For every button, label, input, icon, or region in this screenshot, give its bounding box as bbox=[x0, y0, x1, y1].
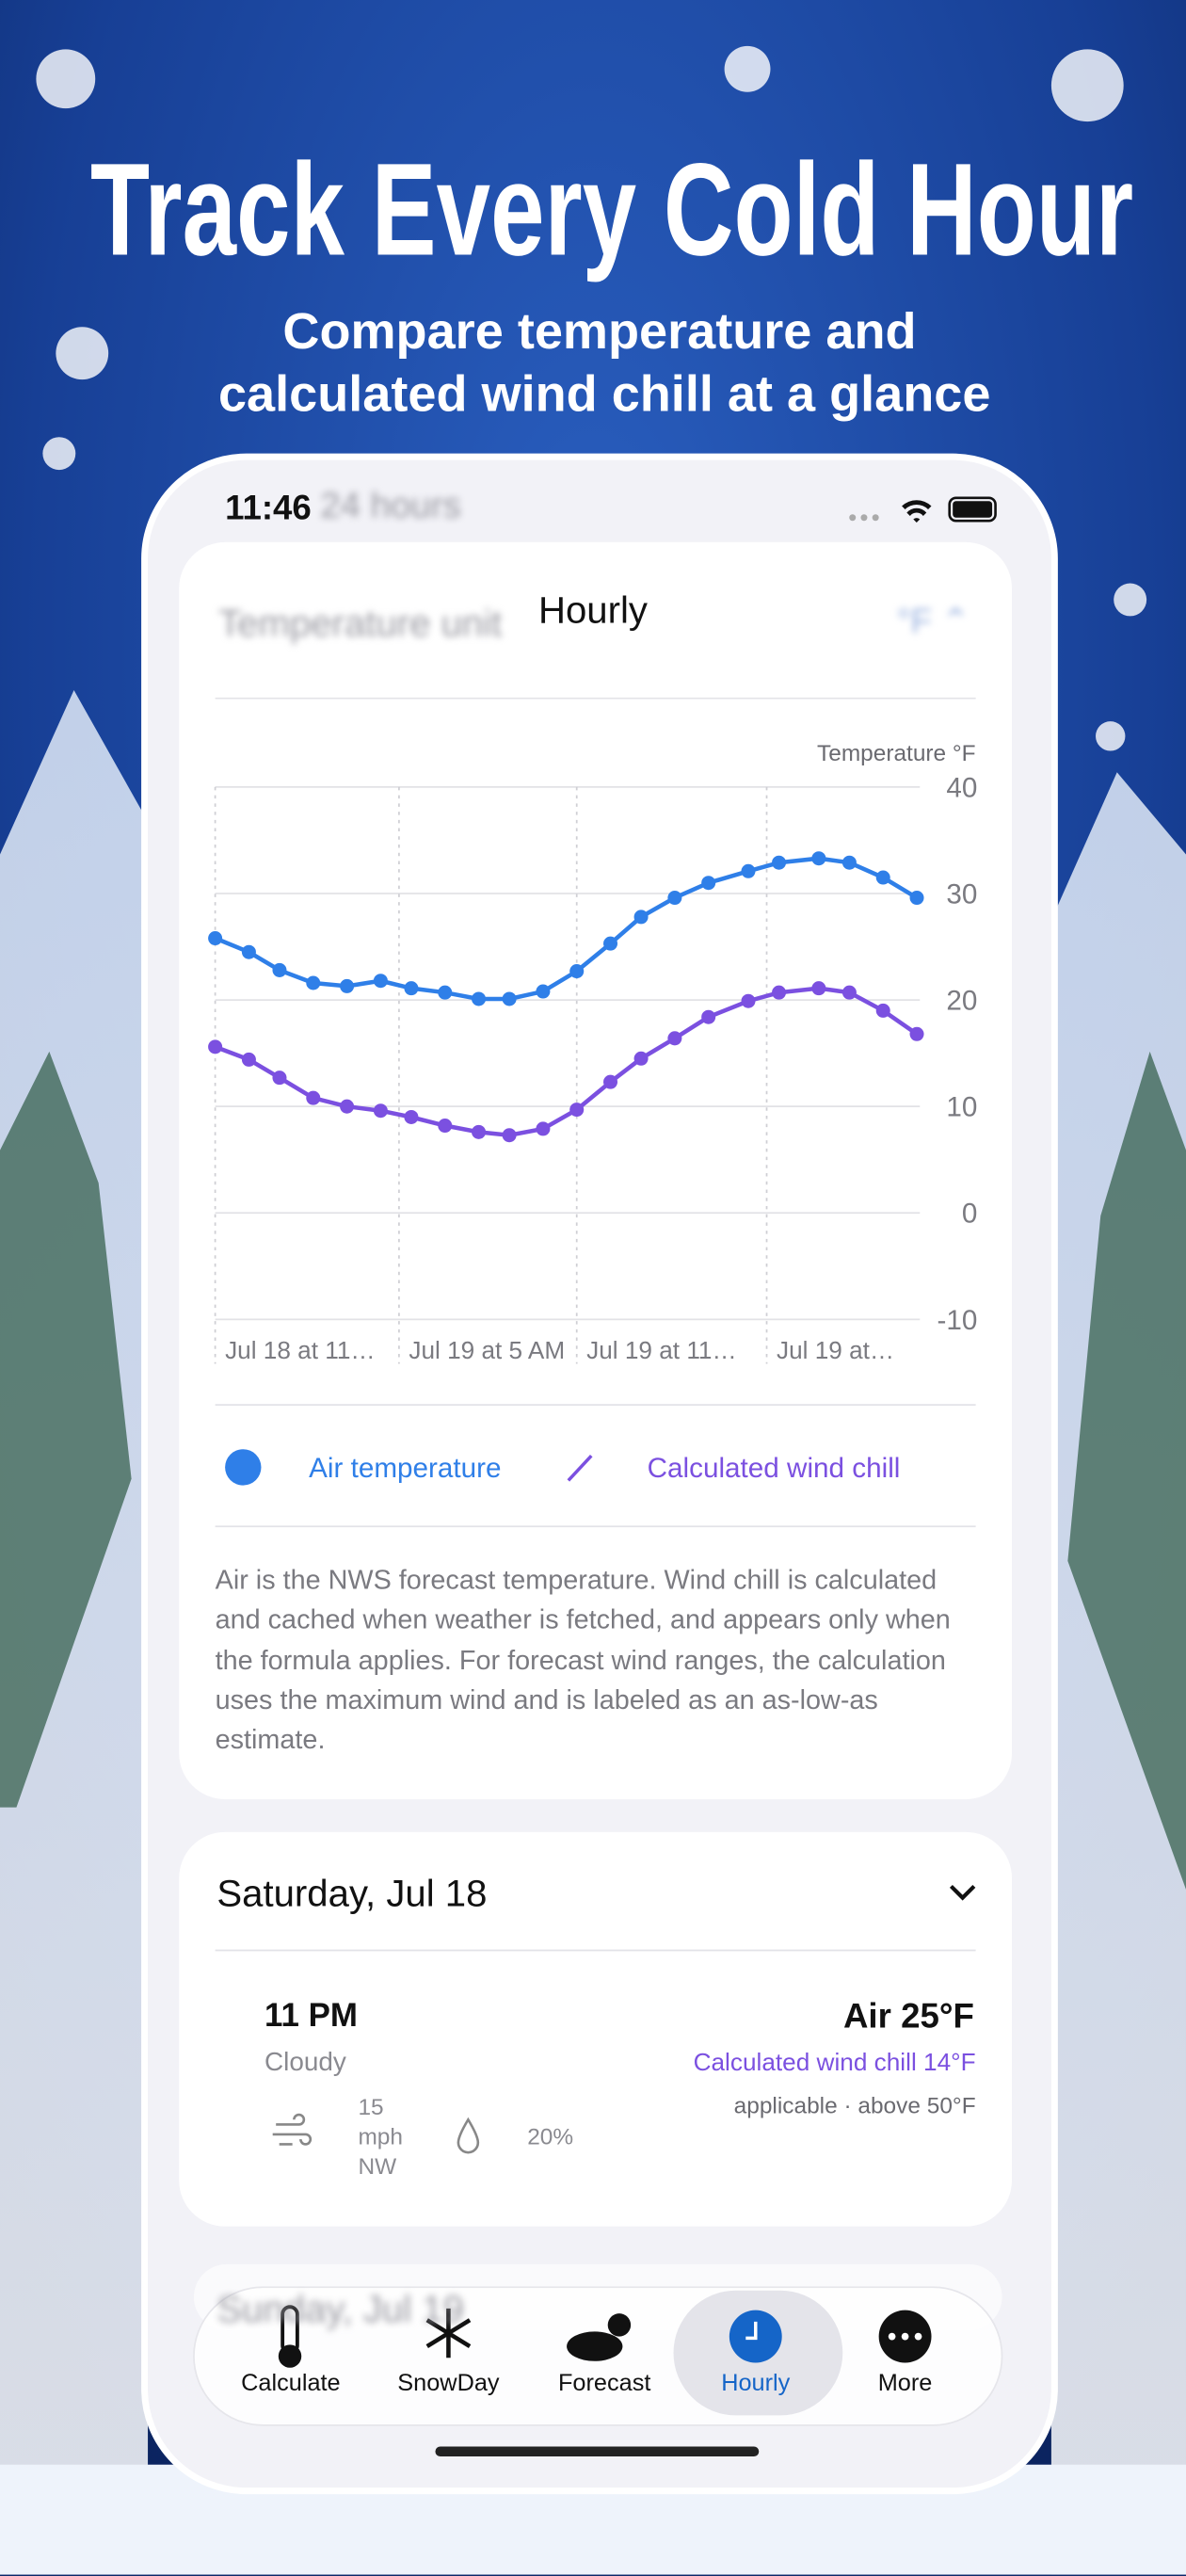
data-point bbox=[536, 984, 551, 999]
data-point bbox=[741, 993, 756, 1008]
data-point bbox=[373, 1103, 388, 1119]
data-point bbox=[909, 1026, 924, 1041]
data-point bbox=[772, 855, 787, 870]
data-point bbox=[701, 1009, 716, 1024]
data-point bbox=[633, 1051, 649, 1066]
data-point bbox=[909, 891, 924, 906]
tab-label[interactable]: SnowDay bbox=[397, 2371, 500, 2398]
data-point bbox=[536, 1121, 551, 1136]
air-temp: Air 25°F bbox=[842, 1998, 974, 2037]
data-point bbox=[603, 936, 618, 951]
precip: 20% bbox=[527, 2122, 574, 2149]
blurred-header: 24 hours bbox=[320, 484, 461, 526]
data-point bbox=[472, 1124, 487, 1139]
setting-label: Temperature unit bbox=[218, 601, 503, 645]
y-axis-label: Temperature °F bbox=[817, 741, 976, 766]
y-tick-label: 10 bbox=[946, 1092, 977, 1123]
applicability: applicable · above 50°F bbox=[733, 2091, 976, 2118]
data-point bbox=[569, 1103, 585, 1118]
data-point bbox=[502, 991, 517, 1006]
tab-icons bbox=[278, 2305, 932, 2368]
tab-label[interactable]: Calculate bbox=[241, 2371, 341, 2398]
data-point bbox=[701, 876, 716, 891]
data-point bbox=[340, 1099, 355, 1114]
data-point bbox=[404, 1109, 419, 1124]
headline: Track Every Cold Hour bbox=[90, 136, 1133, 282]
subtitle: Compare temperature and bbox=[282, 303, 916, 360]
tab-label[interactable]: More bbox=[877, 2371, 933, 2398]
data-point bbox=[272, 962, 287, 977]
setting-value: °F ⌃ bbox=[896, 603, 970, 641]
series-line bbox=[214, 856, 919, 1002]
legend-label: Air temperature bbox=[309, 1452, 502, 1484]
status-time: 11:46 bbox=[225, 490, 312, 528]
data-point bbox=[633, 910, 649, 925]
data-point bbox=[603, 1074, 618, 1089]
data-point bbox=[208, 1039, 223, 1055]
data-point bbox=[373, 974, 388, 989]
data-point bbox=[741, 863, 756, 878]
data-point bbox=[404, 981, 419, 996]
y-tick-label: 30 bbox=[946, 878, 977, 910]
data-point bbox=[306, 975, 321, 990]
section-title[interactable]: Saturday, Jul 18 bbox=[216, 1871, 488, 1915]
data-point bbox=[875, 870, 890, 885]
subtitle: calculated wind chill at a glance bbox=[218, 365, 990, 422]
chevron[interactable] bbox=[949, 1884, 976, 1901]
data-point bbox=[667, 891, 682, 906]
y-tick-label: 0 bbox=[962, 1199, 978, 1230]
legend-swatch bbox=[225, 1449, 262, 1486]
data-point bbox=[772, 985, 787, 1000]
data-point bbox=[569, 964, 585, 979]
data-point bbox=[472, 991, 487, 1006]
series-line bbox=[214, 986, 919, 1138]
tab-label[interactable]: Forecast bbox=[557, 2371, 651, 2398]
data-point bbox=[875, 1003, 890, 1018]
data-point bbox=[667, 1031, 682, 1046]
condition: Cloudy bbox=[264, 2049, 346, 2077]
wind: 15 mph NW bbox=[358, 2093, 403, 2180]
note: Air is the NWS forecast temperature. Win… bbox=[215, 1566, 951, 1756]
data-point bbox=[272, 1071, 287, 1086]
data-point bbox=[438, 1119, 453, 1134]
data-point bbox=[438, 985, 453, 1000]
nav-title: Hourly bbox=[538, 588, 648, 632]
data-point bbox=[841, 985, 857, 1000]
y-tick-label: -10 bbox=[937, 1305, 977, 1336]
x-tick-label: Jul 19 at 11… bbox=[586, 1336, 736, 1364]
data-point bbox=[340, 978, 355, 993]
x-tick-label: Jul 18 at 11… bbox=[225, 1336, 375, 1364]
data-point bbox=[241, 944, 256, 959]
y-tick-label: 20 bbox=[946, 986, 977, 1017]
wind-chill: Calculated wind chill 14°F bbox=[693, 2049, 976, 2077]
y-tick-label: 40 bbox=[946, 772, 977, 803]
data-point bbox=[841, 855, 857, 870]
data-point bbox=[811, 981, 826, 996]
data-point bbox=[241, 1052, 256, 1067]
data-point bbox=[306, 1090, 321, 1105]
x-tick-label: Jul 19 at 5 AM bbox=[409, 1336, 565, 1364]
legend-swatch bbox=[567, 1455, 593, 1482]
hour: 11 PM bbox=[264, 1998, 358, 2035]
data-point bbox=[208, 931, 223, 946]
legend-label: Calculated wind chill bbox=[647, 1452, 901, 1484]
tab-label[interactable]: Hourly bbox=[721, 2371, 791, 2398]
chart: Temperature °F 40 30 20 10 0 -10 Jul 18 at 11… J… bbox=[208, 741, 977, 1486]
x-tick-label: Jul 19 at… bbox=[777, 1336, 894, 1364]
data-point bbox=[811, 851, 826, 866]
data-point bbox=[502, 1128, 517, 1143]
blurred-section: Sunday, Jul 19 bbox=[216, 2287, 464, 2330]
